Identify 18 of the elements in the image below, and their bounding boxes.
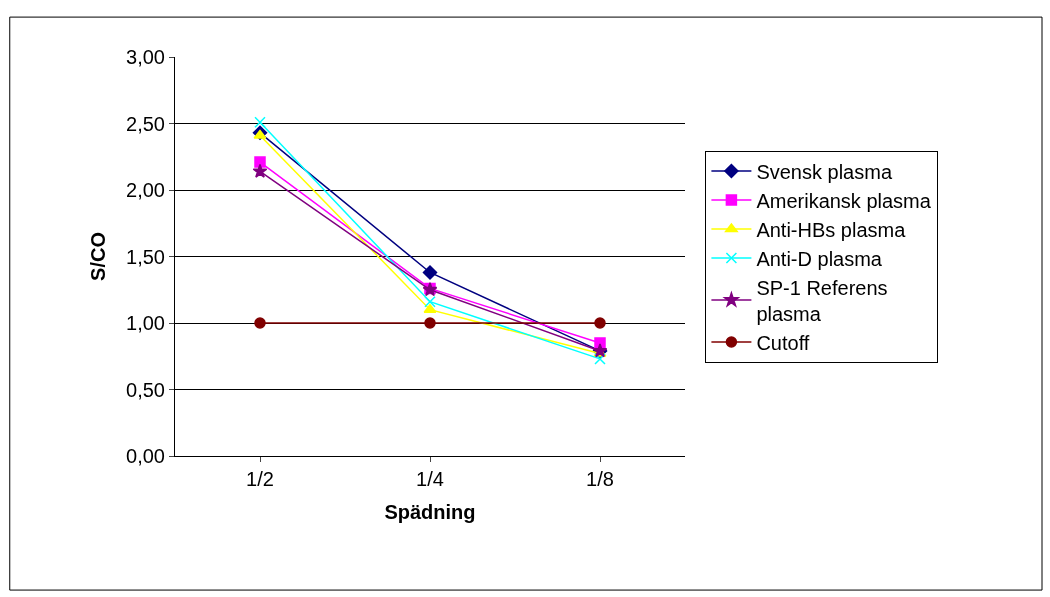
legend-label: SP-1 Referens plasma [756, 276, 888, 325]
y-tick-label: 0,00 [126, 445, 165, 467]
legend-label: Cutoff [756, 331, 810, 354]
x-tick-label: 1/8 [586, 468, 614, 490]
x-axis-title: Spädning [384, 500, 476, 523]
y-tick-label: 1,50 [126, 245, 165, 268]
y-tick-label: 0,50 [126, 378, 165, 401]
y-tick-label: 2,00 [126, 179, 165, 201]
y-tick-label: 1,00 [126, 312, 165, 334]
y-tick-label: 2,50 [126, 112, 165, 135]
x-tick-label: 1/2 [246, 468, 274, 490]
legend-label: Svensk plasma [756, 160, 893, 183]
legend-label: Anti-D plasma [756, 247, 883, 270]
x-tick-label: 1/4 [416, 468, 444, 490]
y-tick-label: 3,00 [126, 46, 165, 68]
legend-label: Amerikansk plasma [756, 189, 932, 212]
legend-label: Anti-HBs plasma [756, 218, 907, 241]
y-axis-title: S/CO [86, 232, 109, 281]
